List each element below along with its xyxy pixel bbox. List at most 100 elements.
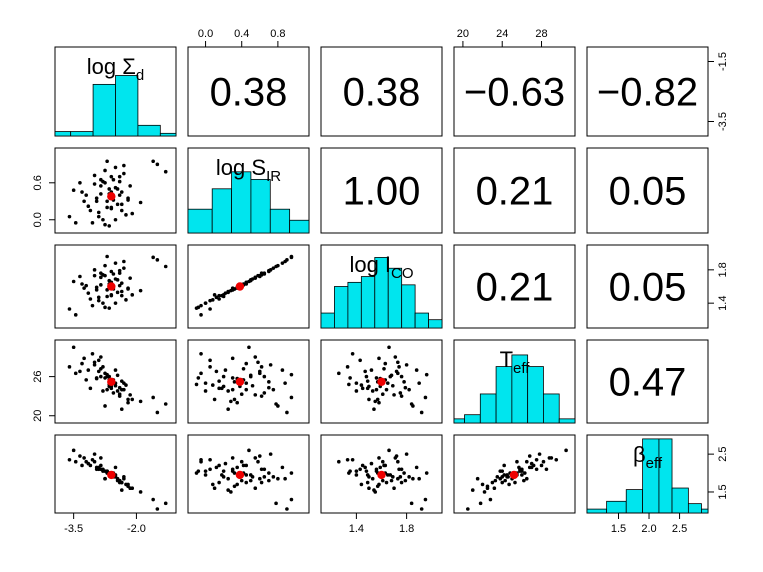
scatter-point-r3-c2-57 xyxy=(417,381,421,385)
scatter-point-r3-c2-52 xyxy=(348,376,352,380)
scatter-point-r2-c1-50 xyxy=(223,291,228,295)
scatter-point-r2-c0-49 xyxy=(126,287,130,291)
mean-point-r4-c3 xyxy=(509,470,519,480)
scatter-point-r3-c1-27 xyxy=(217,379,221,383)
scatter-point-r4-c2-58 xyxy=(377,456,381,460)
scatter-point-r3-c2-41 xyxy=(387,345,391,350)
scatter-point-r3-c2-1 xyxy=(345,365,350,369)
scatter-point-r3-c1-18 xyxy=(268,363,273,367)
scatter-point-r3-c1-11 xyxy=(280,368,285,372)
corr-value-r0-c3: −0.63 xyxy=(464,71,565,115)
scatter-point-r3-c0-51 xyxy=(113,383,118,388)
scatter-point-r4-c1-18 xyxy=(268,452,273,456)
scatter-point-r2-c1-44 xyxy=(226,290,230,295)
scatter-point-r4-c0-58 xyxy=(82,456,86,460)
scatter-point-r2-c0-45 xyxy=(92,273,97,278)
scatter-point-r3-c0-28 xyxy=(78,369,82,374)
scatter-point-r3-c1-56 xyxy=(220,386,224,391)
scatter-point-r4-c0-1 xyxy=(67,458,72,462)
scatter-point-r4-c0-14 xyxy=(119,488,124,492)
scatter-point-r4-c0-57 xyxy=(122,476,126,481)
scatter-point-r3-c0-57 xyxy=(122,381,126,385)
scatter-point-r4-c3-2 xyxy=(539,463,544,468)
scatter-point-r1-c0-58 xyxy=(82,199,86,204)
scatter-point-r4-c2-12 xyxy=(360,463,365,468)
scatter-point-r4-c2-48 xyxy=(402,471,406,475)
scatter-point-r4-c2-36 xyxy=(378,465,383,470)
hist-bar-v4-b4 xyxy=(658,438,673,514)
scatter-point-r1-c0-15 xyxy=(155,162,160,167)
scatter-point-r3-c1-41 xyxy=(247,345,251,350)
scatter-point-r2-c0-31 xyxy=(99,283,103,287)
scatter-point-r3-c2-6 xyxy=(364,374,369,379)
scatter-point-r3-c2-37 xyxy=(388,374,393,379)
scatter-point-r1-c0-40 xyxy=(124,213,128,217)
scatter-point-r2-c1-58 xyxy=(230,286,235,290)
scatter-point-r4-c2-9 xyxy=(367,486,371,490)
scatter-point-r2-c0-32 xyxy=(128,276,132,280)
scatter-point-r2-c0-48 xyxy=(109,269,114,274)
scatter-point-r1-c0-54 xyxy=(163,169,168,174)
scatter-point-r4-c1-25 xyxy=(289,497,294,502)
scatter-point-r4-c1-27 xyxy=(217,480,221,485)
hist-bar-v3-b0 xyxy=(453,418,465,424)
scatter-point-r1-c0-2 xyxy=(80,190,84,194)
scatter-point-r3-c0-26 xyxy=(105,387,109,392)
scatter-point-r4-c3-19 xyxy=(480,482,485,487)
scatter-point-r2-c0-40 xyxy=(124,298,128,302)
scatter-point-r2-c1-1 xyxy=(208,307,212,311)
tick-label-right-v2-0: 1.4 xyxy=(717,296,729,311)
scatter-point-r3-c1-12 xyxy=(217,386,221,391)
scatter-point-r1-c0-37 xyxy=(107,187,112,191)
scatter-point-r2-c1-41 xyxy=(247,279,251,284)
scatter-point-r4-c3-34 xyxy=(554,458,559,462)
scatter-point-r4-c2-18 xyxy=(404,452,409,456)
scatter-point-r1-c0-9 xyxy=(130,211,135,216)
scatter-point-r3-c2-54 xyxy=(409,402,414,406)
tick-label-bottom-v2-0: 1.4 xyxy=(349,523,364,535)
scatter-point-r3-c1-3 xyxy=(259,394,264,398)
scatter-point-r3-c2-8 xyxy=(393,355,398,359)
scatter-point-r4-c1-28 xyxy=(258,454,262,458)
scatter-point-r4-c1-26 xyxy=(230,469,235,473)
scatter-point-r4-c0-5 xyxy=(73,459,78,464)
scatter-point-r4-c2-39 xyxy=(397,467,401,472)
scatter-point-r3-c1-58 xyxy=(230,356,235,361)
scatter-point-r4-c2-44 xyxy=(370,476,375,481)
scatter-point-r3-c0-9 xyxy=(130,397,135,402)
scatter-point-r3-c1-5 xyxy=(199,371,203,376)
scatter-point-r4-c2-24 xyxy=(398,475,403,479)
scatter-point-r2-c0-5 xyxy=(73,313,78,317)
scatter-point-r3-c1-34 xyxy=(199,351,203,356)
scatter-point-r2-c0-28 xyxy=(78,274,82,279)
panel-border-r4-c1 xyxy=(187,434,310,514)
scatter-point-r4-c1-30 xyxy=(203,473,208,477)
scatter-point-r4-c1-45 xyxy=(256,459,260,464)
scatter-point-r1-c0-20 xyxy=(107,224,112,228)
tick-label-top-v3-2: 28 xyxy=(535,28,547,40)
scatter-point-r4-c3-49 xyxy=(485,484,490,489)
scatter-point-r3-c1-53 xyxy=(239,392,244,397)
scatter-point-r3-c0-43 xyxy=(105,372,109,377)
hist-bar-v0-b2 xyxy=(92,83,116,137)
scatter-point-r4-c3-14 xyxy=(470,488,475,492)
scatter-point-r4-c0-25 xyxy=(151,497,155,502)
scatter-point-r2-c1-45 xyxy=(256,273,260,278)
scatter-point-r2-c0-8 xyxy=(99,275,103,280)
hist-bar-v3-b3 xyxy=(495,366,513,424)
hist-bar-v1-b0 xyxy=(187,208,213,234)
scatter-point-r4-c3-58 xyxy=(547,456,552,460)
var-label-logSIR: log SIR xyxy=(216,155,281,185)
scatter-point-r4-c3-12 xyxy=(502,463,506,468)
scatter-point-r4-c1-54 xyxy=(274,501,278,506)
scatter-point-r2-c0-52 xyxy=(103,305,107,310)
scatter-point-r4-c1-21 xyxy=(248,478,253,483)
tick-label-top-v1-2: 0.8 xyxy=(270,28,285,40)
scatter-point-r1-c0-3 xyxy=(117,179,122,184)
scatter-point-r1-c0-34 xyxy=(90,221,95,225)
scatter-point-r4-c3-40 xyxy=(507,482,511,487)
scatter-point-r3-c1-45 xyxy=(256,360,260,365)
scatter-point-r3-c1-19 xyxy=(235,400,239,405)
scatter-point-r2-c0-55 xyxy=(99,271,103,275)
panel-border-r1-c4 xyxy=(586,147,709,234)
